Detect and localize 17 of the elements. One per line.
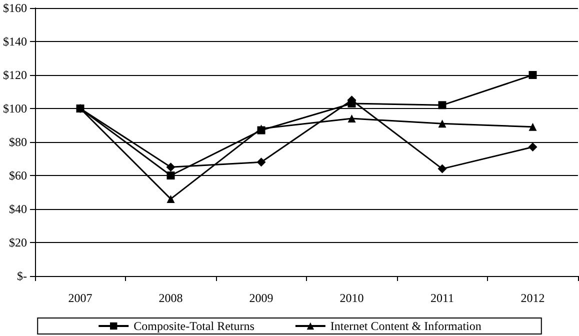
- y-tick-label: $20: [9, 236, 27, 250]
- y-tick-label: $160: [3, 1, 27, 15]
- legend-label: Composite-Total Returns: [134, 319, 255, 333]
- y-tick-label: $100: [3, 102, 27, 116]
- x-tick-label: 2008: [158, 291, 183, 305]
- legend-label: Internet Content & Information: [330, 319, 482, 333]
- x-tick-label: 2011: [430, 291, 454, 305]
- x-tick-label: 2007: [68, 291, 92, 305]
- y-tick-label: $40: [9, 202, 27, 216]
- y-tick-label: $80: [9, 135, 27, 149]
- x-tick-label: 2012: [520, 291, 545, 305]
- y-tick-label: $60: [9, 168, 27, 182]
- y-tick-label: $120: [3, 68, 27, 82]
- y-tick-label: $-: [17, 269, 27, 283]
- y-tick-label: $140: [3, 34, 27, 48]
- x-tick-label: 2009: [249, 291, 274, 305]
- x-tick-label: 2010: [340, 291, 364, 305]
